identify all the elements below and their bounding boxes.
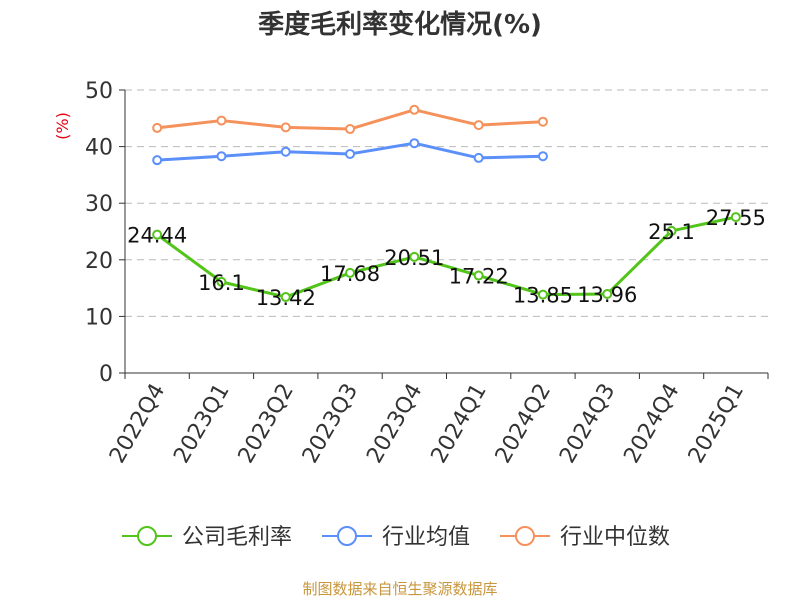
data-point — [216, 115, 227, 126]
legend-marker — [515, 526, 535, 546]
data-label: 13.96 — [577, 283, 637, 307]
data-point — [152, 122, 163, 133]
y-tick-label: 0 — [99, 362, 113, 387]
y-tick-label: 10 — [85, 305, 113, 330]
data-point — [280, 146, 291, 157]
data-point — [537, 116, 548, 127]
data-label: 16.1 — [198, 271, 245, 295]
chart-title: 季度毛利率变化情况(%) — [258, 9, 542, 40]
x-tick-label: 2025Q1 — [684, 380, 749, 468]
data-point — [473, 270, 484, 281]
x-tick-label: 2024Q1 — [427, 380, 492, 468]
legend-label: 行业均值 — [382, 525, 470, 550]
data-point — [409, 104, 420, 115]
data-point — [152, 155, 163, 166]
data-point — [345, 124, 356, 135]
series-line — [156, 215, 737, 299]
data-point — [409, 138, 420, 149]
x-tick-label: 2023Q1 — [169, 380, 234, 468]
y-tick-label: 20 — [85, 249, 113, 274]
data-point — [666, 225, 677, 236]
y-tick-label: 50 — [85, 79, 113, 104]
x-tick-label: 2024Q2 — [491, 380, 556, 468]
data-point — [473, 152, 484, 163]
data-label: 27.55 — [706, 206, 766, 230]
data-point — [409, 251, 420, 262]
data-label: 13.85 — [513, 284, 573, 308]
data-label: 17.22 — [449, 265, 509, 289]
data-point — [537, 151, 548, 162]
legend: 公司毛利率 行业均值 行业中位数 — [122, 525, 670, 550]
x-tick-label: 2023Q4 — [362, 380, 427, 468]
data-point — [537, 289, 548, 300]
data-point — [473, 120, 484, 131]
source-note: 制图数据来自恒生聚源数据库 — [302, 580, 497, 598]
x-tick-label: 2023Q2 — [234, 380, 299, 468]
data-point — [280, 122, 291, 133]
data-label: 24.44 — [127, 224, 187, 248]
data-label: 20.51 — [384, 246, 444, 270]
y-axis-label: (%) — [53, 112, 72, 140]
series — [152, 104, 741, 303]
legend-marker — [337, 526, 357, 546]
x-tick-label: 2024Q4 — [619, 380, 684, 468]
x-tick-label: 2022Q4 — [105, 380, 170, 468]
y-tick-label: 30 — [85, 192, 113, 217]
data-point — [216, 151, 227, 162]
y-tick-label: 40 — [85, 136, 113, 161]
x-tick-label: 2024Q3 — [555, 380, 620, 468]
axes: 0 10 20 30 40 50 2022Q42023Q12023Q22023Q32023Q… — [85, 79, 769, 468]
legend-label: 行业中位数 — [560, 525, 670, 550]
data-label: 17.68 — [320, 262, 380, 286]
data-point — [602, 288, 613, 299]
x-tick-label: 2023Q3 — [298, 380, 363, 468]
data-point — [730, 212, 741, 223]
data-point — [345, 267, 356, 278]
data-label: 13.42 — [256, 286, 316, 310]
legend-marker — [137, 526, 157, 546]
data-point — [216, 276, 227, 287]
legend-label: 公司毛利率 — [182, 525, 292, 550]
data-point — [345, 148, 356, 159]
data-point — [152, 229, 163, 240]
data-label: 25.1 — [648, 220, 695, 244]
data-point — [280, 292, 291, 303]
